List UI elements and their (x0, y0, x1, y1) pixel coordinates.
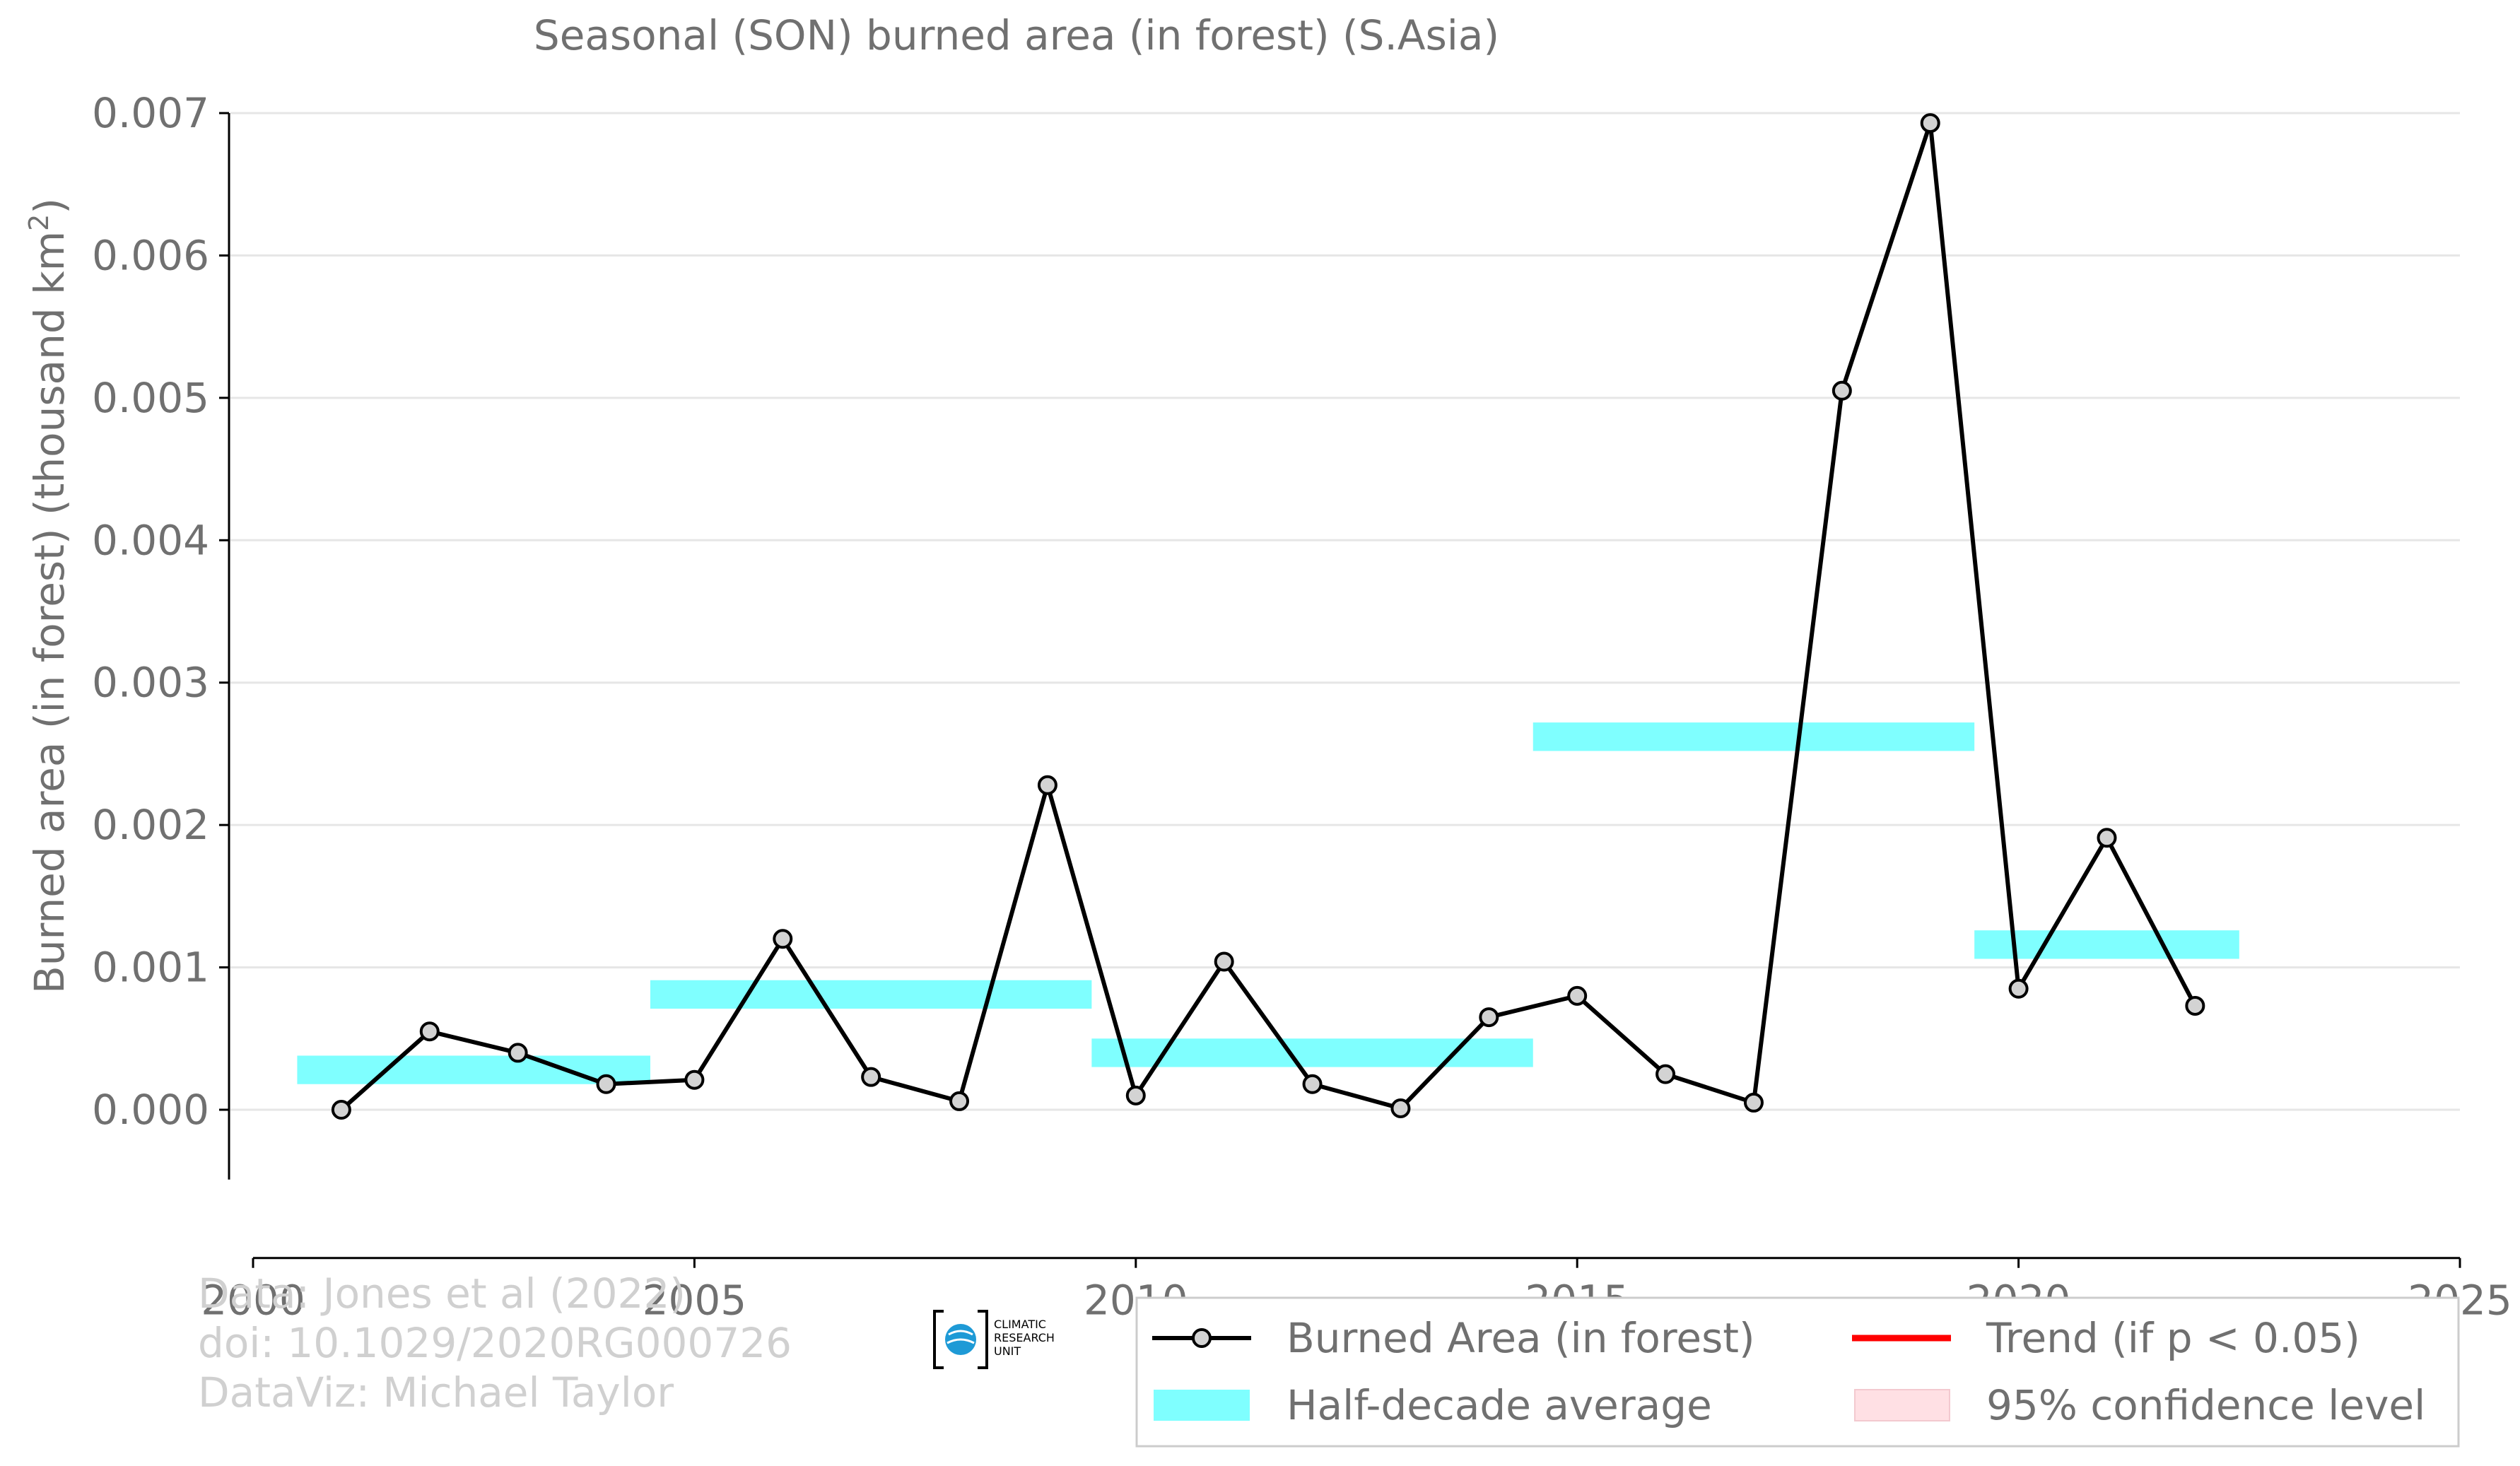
y-axis-ticks: 0.000 0.001 0.002 0.003 0.004 0.005 0.006 0.007 (92, 89, 229, 1134)
cru-logo: CLIMATIC RESEARCH UNIT (933, 1310, 1055, 1369)
burned-area-series (331, 113, 2205, 1120)
y-axis-label-main: Burned area (in forest) (thousand km (25, 231, 74, 994)
y-tick-label-3: 0.003 (92, 659, 209, 707)
y-tick-label-0: 0.000 (92, 1086, 209, 1134)
y-axis-label-superscript: 2 (23, 214, 54, 231)
legend-label-half-decade: Half-decade average (1287, 1381, 1712, 1429)
legend-label-confidence: 95% confidence level (1986, 1381, 2425, 1429)
series-line-0 (339, 121, 2198, 1112)
y-tick-label-5: 0.005 (92, 374, 209, 422)
half-decade-band-3 (1532, 722, 1975, 751)
legend-band-half-decade (1154, 1390, 1250, 1421)
axes (228, 113, 2460, 1260)
y-tick-label-7: 0.007 (92, 89, 209, 137)
data-point-2015 (1567, 985, 1588, 1006)
data-point-2002 (419, 1021, 440, 1042)
credit-data-source: Data: Jones et al (2022) (198, 1269, 686, 1318)
gridlines (230, 112, 2460, 1111)
data-point-2019 (1920, 113, 1940, 134)
data-point-2012 (1302, 1074, 1323, 1094)
data-point-2022 (2185, 995, 2205, 1016)
logo-bracket (933, 1310, 988, 1369)
data-point-2001 (331, 1100, 351, 1120)
y-axis-label: Burned area (in forest) (thousand km2) (23, 198, 74, 994)
chart-title: Seasonal (SON) burned area (in forest) (… (534, 11, 1499, 59)
legend-label-trend: Trend (if p < 0.05) (1986, 1314, 2360, 1362)
data-point-2008 (949, 1091, 970, 1111)
legend-box (1135, 1296, 2460, 1448)
credit-doi: doi: 10.1029/2020RG000726 (198, 1319, 792, 1367)
data-point-2006 (773, 929, 793, 949)
data-point-2016 (1655, 1064, 1676, 1084)
legend-band-confidence (1854, 1389, 1950, 1421)
legend: Burned Area (in forest) Trend (if p < 0.… (1135, 1296, 2460, 1448)
data-point-2014 (1479, 1007, 1499, 1028)
y-tick-label-1: 0.001 (92, 944, 209, 992)
data-point-2021 (2097, 828, 2117, 848)
half-decade-band-4 (1974, 930, 2239, 959)
half-decade-band-1 (650, 980, 1092, 1009)
legend-marker-burned-area (1192, 1328, 1212, 1348)
y-tick-label-6: 0.006 (92, 231, 209, 279)
x-tick-label-1: 2005 (643, 1277, 747, 1325)
y-tick-label-4: 0.004 (92, 516, 209, 564)
legend-label-burned-area: Burned Area (in forest) (1287, 1314, 1755, 1362)
data-point-2020 (2008, 978, 2029, 999)
logo-text-line-3: UNIT (994, 1344, 1021, 1358)
data-point-2010 (1125, 1085, 1146, 1106)
data-point-2018 (1832, 380, 1852, 401)
logo-text-line-1: CLIMATIC (994, 1318, 1046, 1331)
data-point-2013 (1390, 1098, 1411, 1118)
credits: Data: Jones et al (2022) doi: 10.1029/20… (198, 1269, 792, 1417)
data-point-2003 (508, 1043, 528, 1063)
y-tick-label-2: 0.002 (92, 801, 209, 849)
x-tick-label-0: 2000 (201, 1277, 305, 1325)
logo-text-line-2: RESEARCH (994, 1331, 1055, 1344)
data-point-2009 (1037, 775, 1057, 795)
data-point-2007 (861, 1067, 881, 1087)
data-point-2011 (1214, 951, 1234, 972)
data-point-2017 (1743, 1092, 1764, 1113)
data-point-2005 (684, 1069, 705, 1090)
credit-dataviz: DataViz: Michael Taylor (198, 1368, 674, 1417)
data-point-2004 (596, 1074, 616, 1094)
y-axis-label-close: ) (25, 198, 74, 214)
globe-lines (947, 1330, 975, 1344)
